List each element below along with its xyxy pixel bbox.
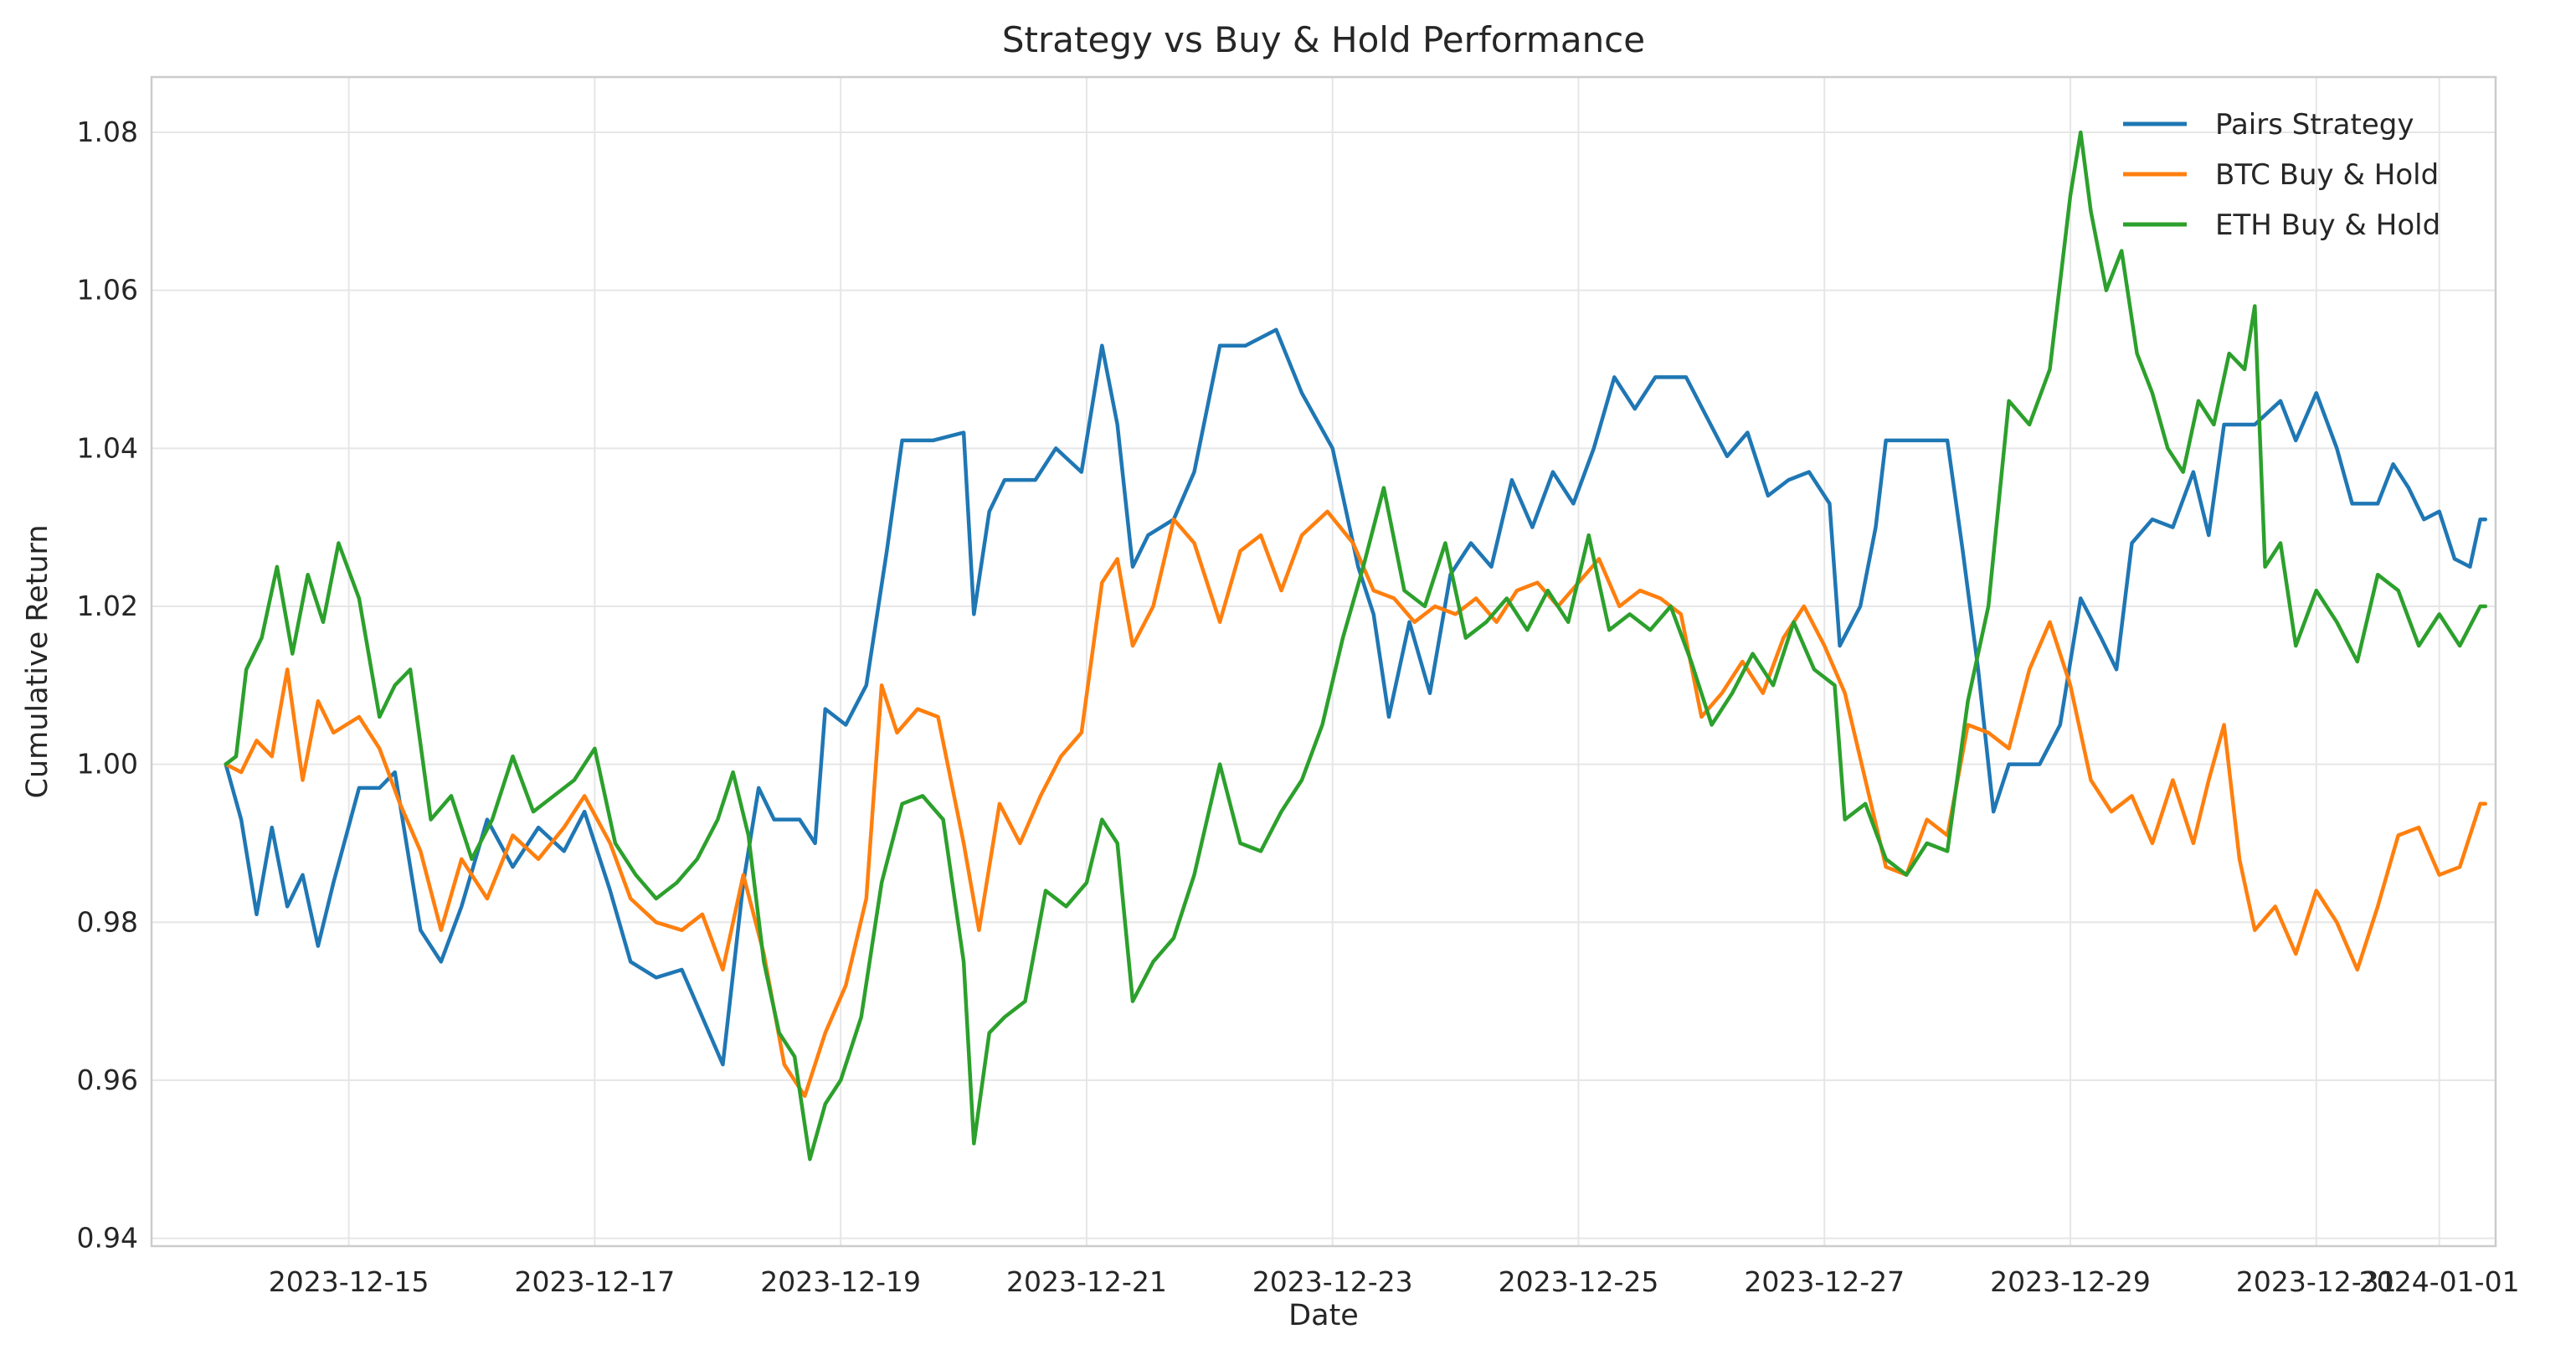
- y-axis-ticks: 0.94 0.96 0.98 1.00 1.02 1.04 1.06 1.08: [77, 116, 138, 1255]
- legend-label: BTC Buy & Hold: [2215, 158, 2439, 192]
- y-tick-label: 1.06: [77, 274, 138, 307]
- x-tick-label: 2023-12-31: [2236, 1265, 2397, 1298]
- x-tick-label: 2023-12-15: [269, 1265, 429, 1298]
- y-axis-label: Cumulative Return: [21, 524, 54, 798]
- y-tick-label: 1.04: [77, 431, 138, 464]
- x-tick-label: 2023-12-17: [515, 1265, 676, 1298]
- legend: Pairs Strategy BTC Buy & Hold ETH Buy & Ho…: [2123, 108, 2440, 242]
- y-tick-label: 0.94: [77, 1222, 138, 1255]
- legend-label: Pairs Strategy: [2215, 108, 2414, 142]
- x-tick-label: 2023-12-29: [1990, 1265, 2151, 1298]
- x-tick-label: 2024-01-01: [2359, 1265, 2520, 1298]
- x-tick-label: 2023-12-19: [760, 1265, 921, 1298]
- y-tick-label: 1.08: [77, 116, 138, 148]
- chart-title: Strategy vs Buy & Hold Performance: [1002, 19, 1645, 60]
- y-tick-label: 0.96: [77, 1064, 138, 1096]
- y-tick-label: 0.98: [77, 905, 138, 938]
- legend-label: ETH Buy & Hold: [2215, 209, 2440, 242]
- plot-frame: [150, 75, 2497, 1248]
- x-tick-label: 2023-12-27: [1744, 1265, 1905, 1298]
- x-axis-label: Date: [1288, 1299, 1359, 1332]
- x-tick-label: 2023-12-23: [1252, 1265, 1413, 1298]
- series-layer: [224, 130, 2488, 1162]
- x-axis-ticks: 2023-12-15 2023-12-17 2023-12-19 2023-12-21…: [269, 1265, 2520, 1298]
- x-tick-label: 2023-12-25: [1499, 1265, 1659, 1298]
- y-tick-label: 1.02: [77, 590, 138, 622]
- series-line-2: [224, 130, 2488, 1162]
- x-tick-label: 2023-12-21: [1006, 1265, 1167, 1298]
- grid-layer: [152, 77, 2496, 1246]
- series-line-0: [224, 327, 2488, 1067]
- y-tick-label: 1.00: [77, 748, 138, 781]
- series-line-1: [224, 509, 2488, 1099]
